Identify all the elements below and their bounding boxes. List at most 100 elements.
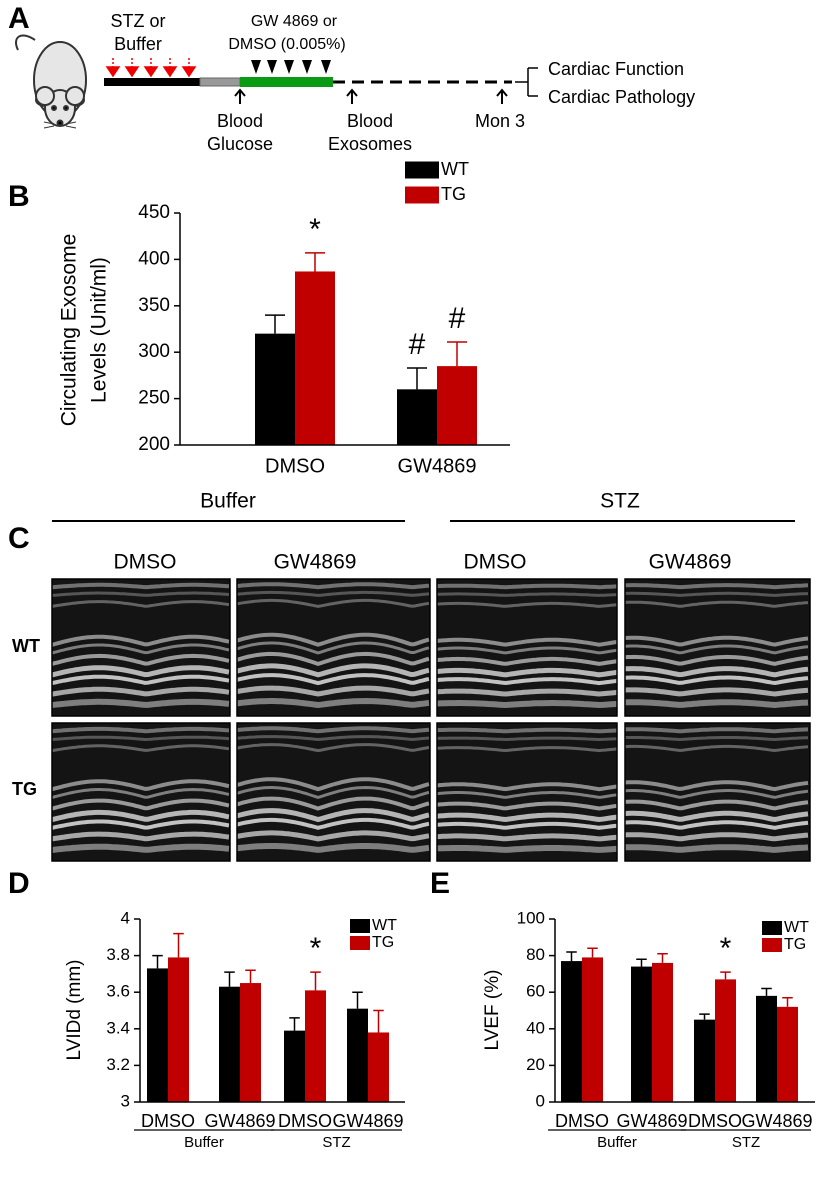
treatment-label: STZ or	[110, 11, 165, 31]
y-tick-label: 3.2	[106, 1055, 130, 1074]
echo-band	[52, 831, 230, 842]
legend-swatch	[762, 921, 782, 935]
error-bar	[761, 987, 772, 996]
echo-band	[437, 677, 617, 686]
x-tick-label: GW4869	[204, 1111, 275, 1131]
echo-content	[237, 723, 430, 861]
bar	[631, 966, 652, 1102]
echo-band	[437, 812, 617, 823]
echo-image	[236, 578, 431, 717]
bar	[652, 962, 673, 1102]
y-tick-label: 20	[526, 1055, 545, 1074]
annotation: #	[409, 328, 426, 361]
echo-band	[237, 735, 430, 742]
echo-band	[237, 726, 430, 734]
echo-band	[437, 801, 617, 811]
y-tick-label: 250	[138, 388, 170, 409]
echo-band	[237, 632, 430, 647]
marker-label: Exosomes	[328, 134, 412, 154]
echo-band	[437, 727, 617, 734]
echo-band	[237, 663, 430, 678]
error-bar	[352, 991, 363, 1009]
echo-band	[437, 583, 617, 590]
y-axis-label: Levels (Unit/ml)	[88, 257, 111, 403]
marker-label: Glucose	[207, 134, 273, 154]
echo-band	[237, 808, 430, 823]
error-bar	[224, 971, 235, 987]
echo-band	[237, 590, 430, 597]
echo-border	[624, 578, 811, 717]
echo-band	[237, 651, 430, 666]
column-label: DMSO	[464, 551, 527, 574]
error-bar	[699, 1013, 710, 1020]
echo-border	[624, 722, 811, 862]
bar	[756, 995, 777, 1102]
echo-image	[436, 722, 618, 862]
echo-band	[625, 583, 809, 590]
echo-border	[436, 578, 618, 717]
echo-content	[625, 723, 810, 861]
panel-label: C	[8, 522, 30, 555]
echo-band	[52, 735, 230, 742]
bar	[582, 957, 603, 1102]
outcome-label: Cardiac Function	[548, 59, 684, 79]
bar	[295, 271, 335, 445]
group-label: Buffer	[200, 490, 256, 513]
echo-band	[237, 777, 430, 792]
annotation: *	[720, 932, 732, 965]
echo-band	[625, 666, 809, 678]
echo-band	[237, 697, 430, 709]
echo-band	[52, 798, 230, 811]
panel-label: A	[8, 2, 30, 35]
y-tick-label: 100	[517, 908, 545, 927]
echo-band	[52, 809, 230, 823]
legend-swatch	[350, 936, 370, 950]
legend-label: WT	[441, 159, 469, 179]
annotation: #	[449, 302, 466, 335]
echo-band	[52, 787, 230, 799]
echo-headers: Buffer STZ DMSO GW4869 DMSO GW4869 WT TG	[12, 490, 795, 799]
y-tick-label: 0	[536, 1091, 545, 1110]
echo-image	[236, 722, 431, 862]
echo-band	[237, 598, 430, 608]
echo-image	[624, 578, 811, 717]
echo-band	[52, 779, 230, 792]
echo-band	[237, 817, 430, 830]
echo-band	[237, 673, 430, 686]
y-tick-label: 3.4	[106, 1018, 130, 1037]
echo-band	[437, 601, 617, 608]
echo-band	[52, 744, 230, 753]
annotation: *	[310, 932, 322, 965]
y-tick-label: 400	[138, 248, 170, 269]
y-tick-label: 300	[138, 341, 170, 362]
panel-label: E	[430, 867, 450, 900]
echo-band	[437, 782, 617, 792]
timeline: STZ or Buffer GW 4869 or DMSO (0.005%) B…	[104, 11, 695, 154]
legend-swatch	[762, 938, 782, 952]
error-bar	[782, 996, 793, 1007]
error-bar	[173, 932, 184, 958]
y-tick-label: 3	[121, 1091, 130, 1110]
y-tick-label: 60	[526, 982, 545, 1001]
bar	[255, 333, 295, 445]
echo-band	[437, 592, 617, 597]
marker-label: Blood	[217, 111, 263, 131]
echo-band	[52, 674, 230, 686]
echo-band	[237, 830, 430, 842]
error-bar	[720, 971, 731, 980]
echo-band	[237, 796, 430, 811]
echo-band	[625, 820, 809, 830]
echo-band	[625, 844, 809, 853]
echo-band	[625, 789, 809, 799]
x-tick-label: GW4869	[616, 1111, 687, 1131]
group-label: STZ	[732, 1134, 760, 1151]
echo-border	[436, 722, 618, 862]
echo-band	[52, 643, 230, 655]
echo-band	[625, 832, 809, 842]
echo-band	[437, 736, 617, 742]
echo-band	[52, 653, 230, 666]
echo-image	[51, 578, 231, 717]
error-bar	[373, 1009, 384, 1033]
group-label: STZ	[322, 1134, 350, 1151]
column-label: GW4869	[274, 551, 357, 574]
